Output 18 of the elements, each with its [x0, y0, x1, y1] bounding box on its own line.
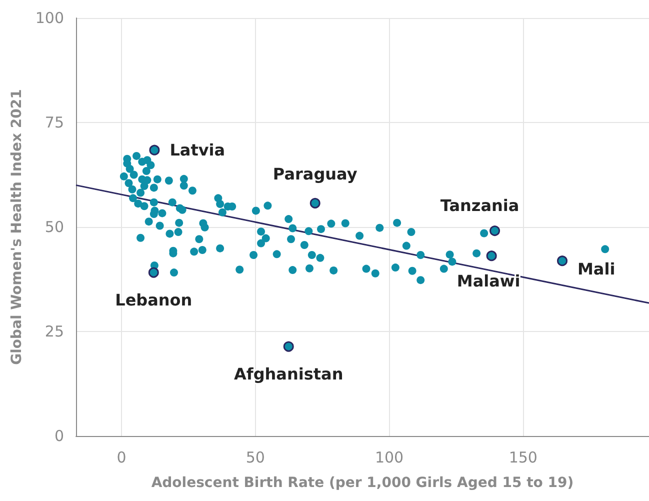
annotation: Tanzania [440, 196, 520, 216]
y-axis-title: Global Women's Health Index 2021 [9, 89, 25, 365]
x-tick-label: 0 [116, 448, 126, 466]
annotation: Lebanon [115, 290, 192, 310]
x-axis-title: Adolescent Birth Rate (per 1,000 Girls Aged 15 to 19) [151, 475, 574, 491]
y-tick-label: 25 [44, 322, 64, 340]
x-tick-label: 150 [508, 448, 538, 466]
annotation: Paraguay [272, 164, 358, 184]
y-tick-label: 100 [35, 9, 64, 27]
y-tick-label: 0 [54, 427, 64, 445]
y-tick-label: 50 [44, 218, 64, 236]
annotation: Latvia [170, 140, 226, 160]
annotation: Mali [577, 259, 616, 278]
y-tick-label: 75 [44, 114, 64, 132]
x-tick-label: 100 [374, 448, 404, 466]
annotation: Malawi [456, 272, 520, 291]
x-tick-label: 50 [246, 448, 265, 466]
annotation: Afghanistan [234, 364, 344, 384]
